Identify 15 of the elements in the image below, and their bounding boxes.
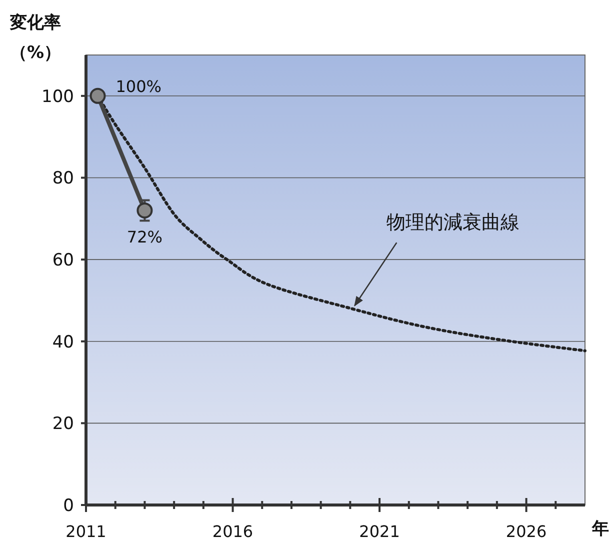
y-tick-label: 100	[42, 86, 74, 107]
y-axis-title: 変化率（%）	[10, 12, 62, 65]
data-label: 72%	[126, 227, 162, 246]
y-tick-label: 40	[52, 332, 74, 352]
y-tick-label: 80	[52, 168, 74, 189]
y-tick-label: 20	[52, 414, 74, 434]
x-tick-label: 2026	[506, 522, 547, 541]
x-tick-label: 2021	[359, 522, 400, 541]
x-tick-label: 2011	[66, 522, 106, 541]
x-axis-title: 年	[591, 519, 609, 539]
data-label: 100%	[116, 76, 162, 96]
y-tick-label: 0	[63, 496, 74, 516]
y-tick-label: 60	[52, 250, 74, 271]
x-tick-label: 2016	[212, 522, 254, 541]
annotation: 物理的減衰曲線	[386, 212, 520, 234]
